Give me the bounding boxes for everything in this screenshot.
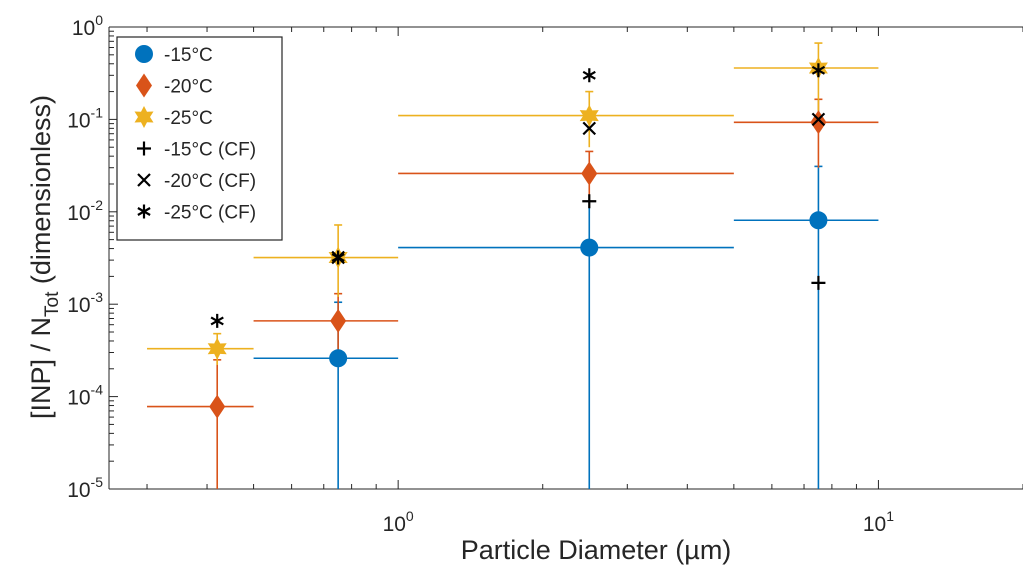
legend-entry: -25°C	[134, 106, 213, 129]
x-tick-label-base: 10	[383, 513, 406, 536]
data-point-hexagram	[207, 337, 227, 360]
data-point-asterisk	[210, 313, 224, 328]
y-tick-label: 10-1	[67, 104, 103, 132]
y-tick-label-exp: 0	[95, 12, 103, 28]
data-point-plus	[582, 194, 597, 209]
x-tick-label-exp: 1	[886, 508, 894, 524]
data-point-asterisk	[582, 68, 596, 83]
legend-label: -25°C	[164, 108, 213, 129]
legend-marker	[137, 141, 151, 156]
y-tick-label-base: 10	[67, 387, 90, 410]
y-tick-label-base: 10	[72, 17, 95, 40]
y-tick-label-exp: -1	[91, 104, 104, 120]
y-axis-title-tail: (dimensionless)	[26, 95, 56, 292]
legend-marker	[137, 173, 151, 187]
data-point-diamond	[581, 161, 598, 186]
x-axis-title: Particle Diameter (µm)	[461, 535, 732, 565]
y-tick-label: 100	[72, 12, 103, 40]
data-point-circle	[580, 238, 599, 257]
legend-label: -20°C	[164, 77, 213, 98]
y-axis-title-sub: Tot	[42, 291, 63, 317]
y-tick-label-base: 10	[67, 202, 90, 225]
y-tick-label-exp: -5	[91, 474, 104, 490]
legend-marker	[135, 45, 153, 63]
data-point-plus	[811, 275, 826, 290]
data-point-hexagram	[579, 104, 599, 127]
y-tick-label-base: 10	[67, 109, 90, 132]
y-tick-label-exp: -2	[91, 197, 104, 213]
data-point-circle	[809, 211, 828, 230]
data-point-x	[811, 112, 826, 127]
legend-entry: -25°C (CF)	[137, 203, 256, 224]
legend-entry: -20°C	[136, 73, 213, 98]
data-point-circle	[329, 349, 348, 368]
legend: -15°C -20°C -25°C -15°C (CF) -20°C (CF) -25°C…	[116, 36, 283, 241]
y-axis-title-main: [INP] / N	[26, 317, 56, 419]
x-tick-label-exp: 0	[406, 508, 414, 524]
y-tick-label: 10-2	[67, 197, 103, 225]
x-tick-label: 100	[383, 508, 414, 536]
data-point-asterisk	[331, 250, 345, 265]
x-tick-label-base: 10	[863, 513, 886, 536]
data-point-asterisk	[811, 63, 826, 78]
legend-entry: -20°C (CF)	[137, 171, 256, 192]
series-layer	[147, 42, 879, 489]
y-tick-label-base: 10	[67, 479, 90, 502]
legend-label: -15°C	[164, 45, 213, 66]
data-point-diamond	[330, 308, 347, 333]
legend-marker	[137, 204, 151, 219]
data-point-diamond	[209, 394, 226, 419]
x-tick-label: 101	[863, 508, 894, 536]
legend-label: -25°C (CF)	[164, 203, 256, 224]
legend-marker	[134, 106, 154, 128]
y-tick-label: 10-5	[67, 474, 103, 502]
data-point-x	[582, 121, 597, 136]
legend-entry: -15°C (CF)	[137, 140, 256, 161]
y-axis-title: [INP] / NTot (dimensionless)	[26, 95, 63, 419]
legend-label: -15°C (CF)	[164, 140, 256, 161]
axes-frame	[108, 26, 1023, 490]
y-tick-label-exp: -3	[91, 289, 104, 305]
y-tick-label-exp: -4	[91, 382, 104, 398]
legend-marker	[136, 73, 152, 98]
data-markers	[207, 57, 828, 419]
y-tick-label: 10-4	[67, 382, 103, 410]
y-tick-label: 10-3	[67, 289, 103, 317]
legend-entry: -15°C	[135, 45, 213, 66]
legend-label: -20°C (CF)	[164, 171, 256, 192]
y-tick-label-base: 10	[67, 294, 90, 317]
